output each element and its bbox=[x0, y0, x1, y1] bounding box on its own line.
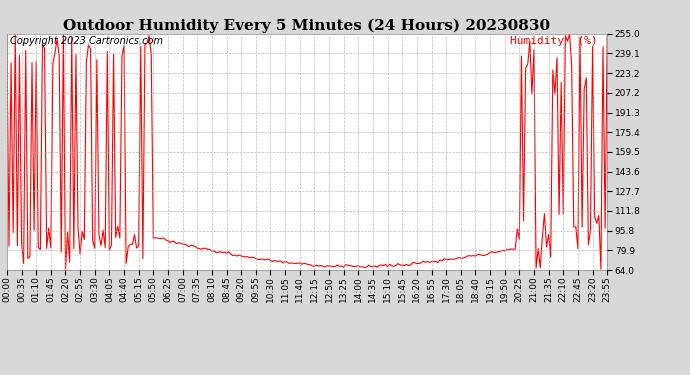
Text: Copyright 2023 Cartronics.com: Copyright 2023 Cartronics.com bbox=[10, 36, 163, 46]
Title: Outdoor Humidity Every 5 Minutes (24 Hours) 20230830: Outdoor Humidity Every 5 Minutes (24 Hou… bbox=[63, 18, 551, 33]
Text: Humidity  (%): Humidity (%) bbox=[511, 36, 598, 46]
